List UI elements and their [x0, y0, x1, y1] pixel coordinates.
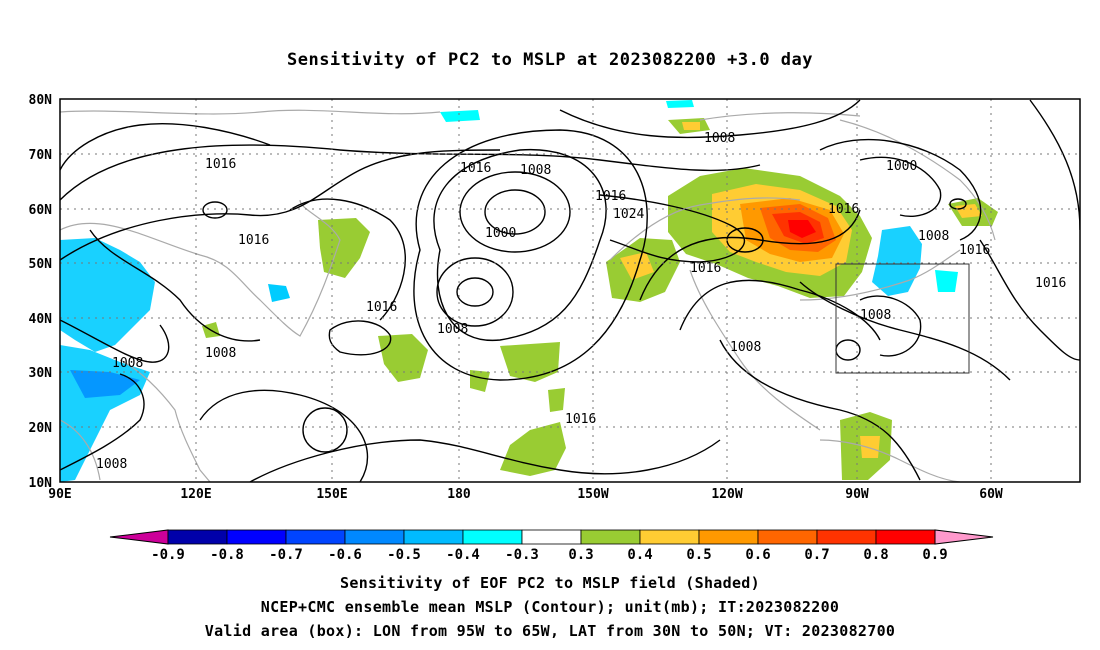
contour-label: 1008 [205, 346, 236, 361]
contour-label: 1008 [112, 356, 143, 371]
lat-tick-label: 80N [29, 93, 53, 108]
contour-label: 1016 [565, 412, 596, 427]
colorbar-cell [462, 529, 523, 545]
negative-shade-great-lakes [872, 226, 922, 296]
colorbar-level-label: -0.7 [269, 547, 303, 563]
lat-axis: 80N 70N 60N 50N 40N 30N 20N 10N [29, 93, 53, 491]
colorbar-cell [757, 529, 818, 545]
contour-label: 1024 [613, 207, 644, 222]
lat-tick-label: 70N [29, 148, 53, 163]
contour-label: 1016 [205, 157, 236, 172]
colorbar-level-label: 0.9 [922, 547, 947, 563]
colorbar-cell [226, 529, 287, 545]
colorbar-level-label: -0.8 [210, 547, 244, 563]
colorbar-level-label: 0.5 [686, 547, 711, 563]
contour-label: 1008 [704, 131, 735, 146]
contour-label: 1016 [959, 243, 990, 258]
lon-tick-label: 180 [447, 487, 471, 502]
colorbar: -0.9 -0.8 -0.7 -0.6 -0.5 -0.4 -0.3 0.3 0.4 0.5 0.6… [109, 529, 994, 563]
colorbar-level-label: -0.5 [387, 547, 421, 563]
lon-tick-label: 60W [979, 487, 1003, 502]
colorbar-cell [875, 529, 936, 545]
negative-shade-west [60, 238, 155, 352]
contour-label: 1016 [595, 189, 626, 204]
colorbar-cell [285, 529, 346, 545]
grid-lines [60, 99, 1080, 482]
valid-area-box [835, 263, 970, 374]
colorbar-level-label: -0.4 [446, 547, 480, 563]
lon-tick-label: 90E [48, 487, 71, 502]
colorbar-level-label: -0.6 [328, 547, 362, 563]
colorbar-cell [698, 529, 759, 545]
lon-tick-label: 120W [711, 487, 742, 502]
contour-label: 1016 [460, 161, 491, 176]
colorbar-cell [403, 529, 464, 545]
contour-label: 1016 [690, 261, 721, 276]
contour-labels: 1016 1016 1016 1008 1008 1008 1016 1008 … [96, 131, 1066, 472]
colorbar-cell [639, 529, 700, 545]
contour-label: 1008 [860, 308, 891, 323]
colorbar-cell [521, 529, 582, 545]
contour-label: 1008 [96, 457, 127, 472]
low-dateline-north [484, 189, 546, 235]
contour-label: 1016 [238, 233, 269, 248]
colorbar-cell [344, 529, 405, 545]
lat-tick-label: 50N [29, 257, 53, 272]
colorbar-level-label: 0.8 [863, 547, 888, 563]
contour-label: 1000 [485, 226, 516, 241]
colorbar-level-label: 0.7 [804, 547, 829, 563]
lat-tick-label: 10N [29, 476, 53, 491]
colorbar-level-label: -0.3 [505, 547, 539, 563]
colorbar-level-label: 0.3 [568, 547, 593, 563]
lon-tick-label: 120E [180, 487, 211, 502]
contour-label: 1008 [918, 229, 949, 244]
plot-frame [59, 98, 1081, 483]
contour-label: 1008 [520, 163, 551, 178]
contour-label: 1016 [1035, 276, 1066, 291]
lon-axis: 90E 120E 150E 180 150W 120W 90W 60W [48, 487, 1003, 502]
footer-line-2: NCEP+CMC ensemble mean MSLP (Contour); u… [260, 598, 840, 616]
colorbar-cell [816, 529, 877, 545]
contour-label: 1008 [437, 322, 468, 337]
lon-tick-label: 90W [845, 487, 869, 502]
colorbar-cell [580, 529, 641, 545]
contour-label: 1000 [886, 159, 917, 174]
lat-tick-label: 40N [29, 312, 53, 327]
footer-line-1: Sensitivity of EOF PC2 to MSLP field (Sh… [340, 574, 760, 592]
contour-label: 1016 [366, 300, 397, 315]
colorbar-level-label: 0.4 [627, 547, 652, 563]
map-title: Sensitivity of PC2 to MSLP at 2023082200… [286, 50, 813, 70]
shading-layer [60, 100, 998, 482]
lat-tick-label: 30N [29, 366, 53, 381]
coastlines [60, 109, 996, 482]
colorbar-high-extend [934, 529, 994, 545]
contour-label: 1008 [730, 340, 761, 355]
lon-tick-label: 150E [316, 487, 347, 502]
low-dateline-south [456, 277, 494, 307]
lon-tick-label: 150W [577, 487, 608, 502]
colorbar-low-extend [109, 529, 169, 545]
lat-tick-label: 20N [29, 421, 53, 436]
mslp-contours [60, 99, 1080, 482]
colorbar-level-label: 0.6 [745, 547, 770, 563]
contour-label: 1016 [828, 202, 859, 217]
colorbar-level-label: -0.9 [151, 547, 185, 563]
colorbar-cell [167, 529, 228, 545]
footer-line-3: Valid area (box): LON from 95W to 65W, L… [204, 622, 896, 640]
lat-tick-label: 60N [29, 203, 53, 218]
